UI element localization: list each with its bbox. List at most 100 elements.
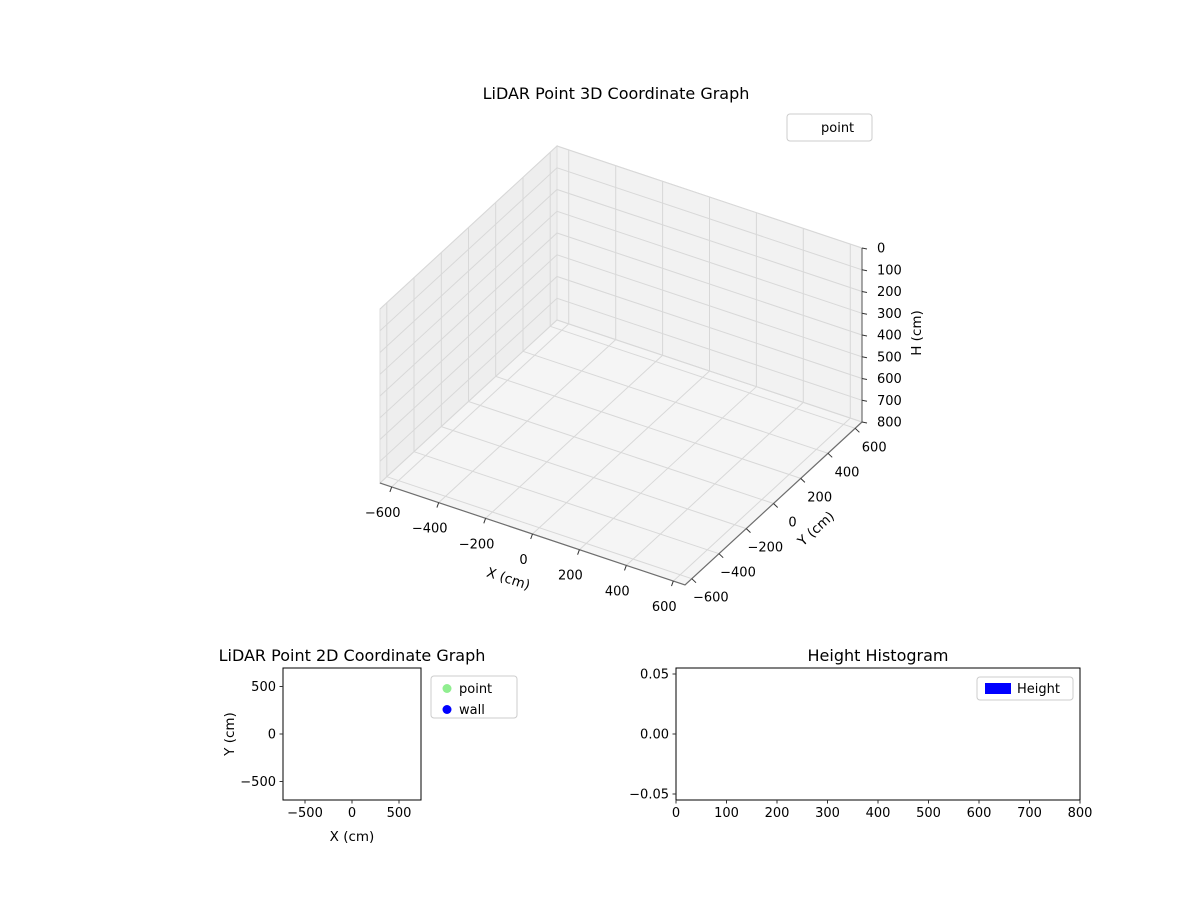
axis-line-xy — [379, 421, 863, 586]
plot-2d-frame — [282, 667, 422, 801]
z-tick-label: 200 — [877, 285, 902, 300]
legend-label-height: Height — [1017, 682, 1060, 697]
x-tick-label: −400 — [412, 522, 448, 537]
plot-2d-title: LiDAR Point 2D Coordinate Graph — [219, 646, 486, 665]
z-tick-label: 400 — [877, 329, 902, 344]
plot-3d-title: LiDAR Point 3D Coordinate Graph — [483, 84, 750, 103]
z-tick-label: 800 — [877, 416, 902, 431]
histogram-legend: Height — [976, 676, 1074, 701]
plot-histogram: 0 100 200 300 400 500 600 700 800 −0.05 0.00 0.05 H… — [629, 646, 1092, 821]
grid-line-y — [413, 277, 720, 555]
y-tick-label: −500 — [240, 775, 276, 790]
x-tick-label: 400 — [866, 806, 891, 821]
y-tick-label: 400 — [835, 465, 860, 480]
x-tick-label: 300 — [815, 806, 840, 821]
y-tick-label: −200 — [747, 541, 783, 556]
grid-line-y — [468, 227, 774, 504]
grid-line-z — [379, 167, 863, 332]
grid-line-x — [485, 181, 664, 519]
z-tick-mark — [861, 312, 868, 315]
y-tick-label: 0.05 — [640, 668, 669, 683]
grid-line-y — [495, 202, 801, 479]
legend-marker-point — [442, 684, 452, 693]
y-tick-mark — [827, 452, 833, 458]
x-tick-mark — [389, 486, 393, 493]
y-tick-mark — [745, 528, 751, 533]
legend-swatch-height — [985, 683, 1011, 694]
grid-line-x — [438, 165, 617, 503]
grid-line-x — [391, 149, 570, 488]
legend-label-point: point — [459, 682, 492, 697]
z-tick-mark — [861, 378, 868, 380]
z-tick-label: 0 — [877, 242, 885, 257]
z-tick-label: 500 — [877, 350, 902, 365]
grid-line-z — [379, 297, 863, 462]
x-tick-label: −200 — [459, 537, 495, 552]
x-tick-mark — [436, 502, 440, 508]
y-tick-label: −600 — [693, 591, 729, 606]
x-tick-label: 0 — [672, 806, 680, 821]
x-tick-mark — [624, 565, 627, 571]
y-tick-mark — [800, 478, 806, 483]
z-tick-label: 100 — [877, 263, 902, 278]
plot-2d-ticks: −500 0 500 −500 0 500 — [240, 680, 411, 821]
legend-frame — [786, 113, 873, 142]
y-tick-label: 0 — [268, 728, 276, 743]
plot-2d-y-axis-label: Y (cm) — [222, 712, 238, 757]
z-tick-label: 700 — [877, 394, 902, 409]
x-tick-mark — [577, 549, 580, 555]
y-tick-mark — [854, 427, 860, 433]
grid-line-z — [379, 319, 863, 484]
grid-line-z — [379, 275, 863, 440]
y-tick-label: 200 — [807, 490, 832, 505]
grid-line-y — [440, 252, 747, 530]
x-tick-label: 700 — [1017, 806, 1042, 821]
z-tick-mark — [861, 334, 868, 337]
grid-line-y — [386, 302, 692, 580]
z-tick-label: 300 — [877, 307, 902, 322]
z-tick-mark — [861, 247, 868, 250]
y-tick-label: −400 — [720, 566, 756, 581]
z-tick-label: 600 — [877, 372, 902, 387]
z-tick-mark — [861, 291, 868, 293]
legend-frame — [430, 675, 518, 719]
grid-line-x — [579, 212, 757, 551]
x-tick-label: 200 — [558, 569, 583, 584]
x-tick-mark — [671, 580, 674, 587]
x-tick-label: 400 — [605, 584, 630, 599]
x-tick-label: 0 — [348, 806, 356, 821]
x-tick-label: 200 — [765, 806, 790, 821]
grid-line-y — [549, 152, 856, 429]
y-tick-label: −0.05 — [629, 788, 669, 803]
plot-2d-legend: point wall — [430, 675, 518, 719]
x-tick-label: −500 — [287, 806, 323, 821]
histogram-ticks: 0 100 200 300 400 500 600 700 800 −0.05 0.00 0.05 — [629, 668, 1092, 822]
histogram-title: Height Histogram — [808, 646, 949, 665]
z-tick-mark — [861, 421, 868, 424]
plot-3d-x-axis-label: X (cm) — [485, 565, 532, 594]
plot-3d-legend: point — [786, 113, 873, 142]
grid-line-z — [379, 232, 863, 397]
grid-line-x — [532, 197, 710, 535]
y-tick-mark — [691, 578, 697, 584]
y-tick-label: 600 — [862, 440, 887, 455]
plot-2d: −500 0 500 −500 0 500 LiDAR Point 2D Coordina… — [219, 646, 518, 845]
z-tick-mark — [861, 356, 868, 359]
plot-2d-x-axis-label: X (cm) — [330, 829, 375, 845]
z-tick-mark — [861, 269, 868, 272]
y-tick-mark — [773, 503, 779, 508]
grid-line-x — [672, 244, 851, 582]
y-tick-mark — [718, 553, 724, 559]
legend-label-point: point — [821, 121, 854, 136]
legend-frame — [976, 676, 1074, 701]
x-tick-label: 600 — [967, 806, 992, 821]
grid-line-y — [522, 177, 829, 454]
x-tick-label: 100 — [714, 806, 739, 821]
x-tick-label: 800 — [1068, 806, 1093, 821]
legend-marker-wall — [442, 705, 452, 714]
grid-line-z — [379, 254, 863, 419]
grid-line-z — [379, 210, 863, 375]
plot-3d-z-axis-label: H (cm) — [909, 310, 925, 356]
legend-label-wall: wall — [459, 703, 485, 718]
